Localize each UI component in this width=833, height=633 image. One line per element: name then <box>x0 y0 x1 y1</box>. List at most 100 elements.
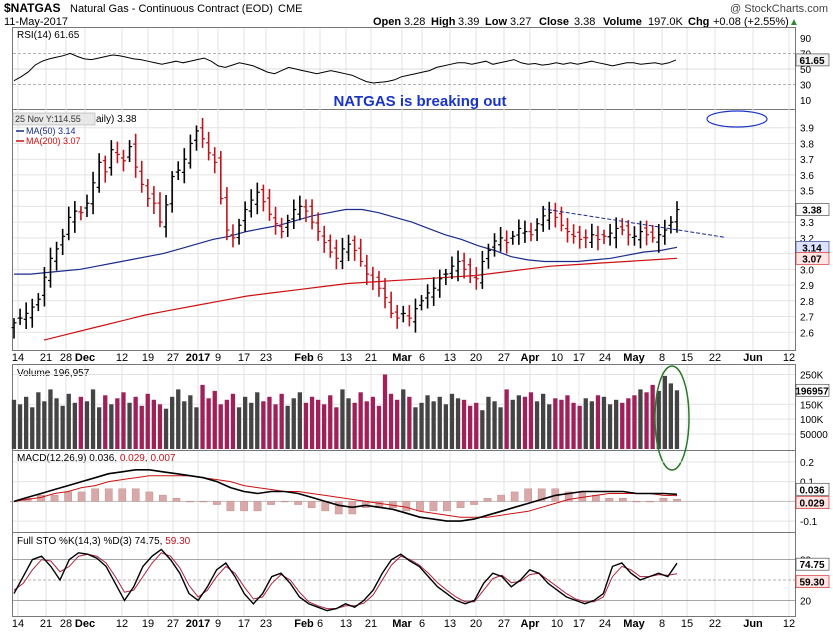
macd-histogram-bar <box>619 498 627 502</box>
volume-bar <box>395 399 400 449</box>
x-tick-label: 14 <box>12 618 24 630</box>
x-axis-top: 14 21 28 Dec 12 19 27 2017 9 17 23 Feb 6 13 21 Mar 6 13 20… <box>12 352 795 364</box>
low-label: Low <box>485 16 507 28</box>
ohlc-bar <box>406 305 412 327</box>
ohlc-bar <box>157 192 163 228</box>
volume-bar <box>316 399 321 449</box>
x-tick-label: Apr <box>521 352 541 364</box>
x-tick-label: Mar <box>392 618 412 630</box>
macd-last-value-tag: 0.036 <box>799 485 824 496</box>
rsi-y-tick-label: 50 <box>800 65 812 76</box>
ohlc-bar <box>151 186 157 215</box>
macd-histogram-bar <box>659 498 668 502</box>
macd-histogram-bar <box>443 501 451 512</box>
x-tick-label: 8 <box>659 618 665 630</box>
macd-y-tick-label: 0.2 <box>800 458 814 469</box>
macd-histogram-bar <box>537 488 546 502</box>
volume-bar <box>11 399 17 449</box>
volume-bar <box>510 399 515 449</box>
macd-histogram-bar <box>402 501 411 512</box>
x-tick-label: 10 <box>551 618 563 630</box>
ohlc-bar <box>108 140 114 176</box>
x-tick-label: 27 <box>498 352 510 364</box>
volume-bar <box>66 393 71 449</box>
ohlc-bar <box>534 218 540 242</box>
x-tick-label: Dec <box>75 618 95 630</box>
volume-bar <box>541 393 546 449</box>
macd-title: MACD(12,26,9) 0.036, 0.029, 0.007 <box>17 453 176 464</box>
macd-histogram-bar <box>118 488 127 502</box>
ohlc-bar <box>565 217 571 243</box>
ohlc-bar <box>145 178 151 207</box>
volume-bar <box>54 398 59 449</box>
ohlc-bar <box>498 227 504 252</box>
volume-bar <box>48 389 53 449</box>
macd-value: 0.036 <box>89 453 114 464</box>
price-y-tick-label: 3.0 <box>800 265 814 276</box>
volume-bar <box>255 392 260 449</box>
volume-bar <box>236 407 242 449</box>
ohlc-bar <box>382 278 388 309</box>
ohlc-bar <box>364 254 370 285</box>
volume-y-tick-label: 150K <box>800 400 824 411</box>
sto-title: Full STO %K(14,3) %D(3) 74.75, 59.30 <box>17 536 191 547</box>
ohlc-bar <box>279 217 285 239</box>
ohlc-bar <box>358 238 364 267</box>
x-tick-label: 22 <box>709 352 721 364</box>
ohlc-bar <box>631 226 637 246</box>
volume-y-tick-label: 50000 <box>800 430 828 441</box>
ohlc-bar <box>66 206 72 241</box>
ohlc-bar <box>181 148 187 184</box>
ohlc-bar <box>41 266 47 307</box>
x-tick-label: 12 <box>783 618 795 630</box>
x-tick-label: 9 <box>215 618 221 630</box>
x-tick-label: 9 <box>215 352 221 364</box>
ohlc-bar <box>102 155 108 183</box>
ohlc-bar <box>321 225 327 253</box>
volume-bar <box>632 395 637 449</box>
ohlc-bar <box>285 214 291 237</box>
macd-histogram-bar <box>510 491 519 502</box>
sto-y-tick-label: 20 <box>800 596 812 607</box>
volume-bar <box>163 408 169 449</box>
macd-line <box>13 469 678 522</box>
price-y-tick-label: 3.5 <box>800 187 814 198</box>
x-tick-label: 22 <box>709 618 721 630</box>
macd-last-value-tag-box <box>795 482 830 496</box>
x-axis-bottom: 14 21 28 Dec 12 19 27 2017 9 17 23 Feb 6 13 21 Mar 6 13 20… <box>12 618 795 630</box>
x-tick-label: 20 <box>470 618 482 630</box>
x-tick-label: 17 <box>573 352 585 364</box>
ohlc-bar <box>546 201 552 230</box>
volume-bar <box>127 402 132 449</box>
ma200-legend-label: MA(200) 3.07 <box>26 136 81 146</box>
rsi-line <box>13 52 677 84</box>
volume-bar <box>72 402 77 449</box>
volume-bar <box>431 401 436 449</box>
x-tick-label: 12 <box>116 352 128 364</box>
volume-bar <box>182 401 187 449</box>
price-title: aily) 3.38 <box>96 114 137 125</box>
ohlc-bar <box>200 117 206 148</box>
macd-histogram-bar <box>131 488 140 502</box>
volume-bar <box>626 398 631 449</box>
ohlc-bar <box>212 147 218 174</box>
resistance-trendline <box>541 208 725 238</box>
y-axis-layer: 907050301061.653.93.83.73.63.53.43.33.23… <box>795 34 830 607</box>
ohlc-bar <box>90 171 96 215</box>
x-tick-label: 13 <box>340 352 352 364</box>
volume-bar <box>425 395 430 449</box>
macd-histogram-bar <box>456 501 465 508</box>
price-y-tick-label: 3.3 <box>800 218 814 229</box>
macd-signal-value-tag-box <box>795 496 830 509</box>
volume-bar <box>662 375 667 449</box>
volume-bar <box>328 395 333 449</box>
price-last-close-tag-box <box>795 203 830 216</box>
ohlc-bar <box>23 302 29 330</box>
x-tick-label: Dec <box>75 352 95 364</box>
x-tick-label: 20 <box>470 352 482 364</box>
macd-hist-value: 0.007 <box>150 453 175 464</box>
ohlc-bar <box>558 206 564 232</box>
volume-bar <box>620 402 625 449</box>
x-tick-label: 14 <box>12 352 24 364</box>
volume-bar <box>474 402 479 449</box>
